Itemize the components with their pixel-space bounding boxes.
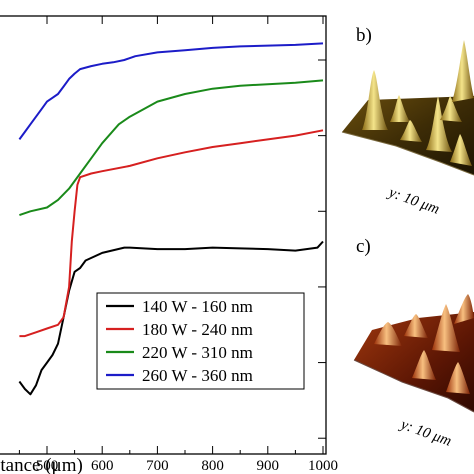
series-lines [18, 42, 324, 396]
x-tick-label: 500 [36, 458, 59, 474]
surface-b-peak [400, 120, 422, 142]
x-tick-label: 900 [257, 458, 280, 474]
legend-label: 140 W - 160 nm [142, 297, 253, 316]
axis-ticks: 500 600 700 800 900 1000 [18, 16, 338, 474]
x-tick-label: 700 [146, 458, 169, 474]
x-tick-label: 1000 [308, 458, 338, 474]
x-axis-title: Distance (μm) [0, 455, 83, 474]
surface-b-front-edge [341, 131, 474, 176]
surface-b-peak [452, 40, 474, 102]
surface-c-peak [446, 362, 470, 394]
series-line [18, 42, 324, 140]
panel-label-b: b) [356, 25, 372, 46]
surface-panel-b: b) y: 10 μm [341, 25, 474, 218]
x-tick-label: 800 [201, 458, 224, 474]
legend-items: 140 W - 160 nm 180 W - 240 nm 220 W - 310 … [106, 297, 253, 385]
surface-panel-c: c) y: 10 μm [353, 236, 474, 450]
series-line [18, 240, 324, 396]
legend-label: 260 W - 360 nm [142, 366, 253, 385]
panel-label-c: c) [356, 236, 371, 257]
surface-c-peak [404, 314, 428, 338]
surface-b-peak [390, 95, 410, 122]
legend-label: 180 W - 240 nm [142, 320, 253, 339]
legend-box [96, 292, 305, 390]
surface-c-axis-label: y: 10 μm [397, 416, 454, 450]
surface-c-peak [432, 304, 460, 352]
surface-b-peak [426, 96, 452, 152]
line-chart-panel: 500 600 700 800 900 1000 140 W - 160 nm 180 W … [0, 15, 338, 474]
surface-b-axis-label: y: 10 μm [385, 184, 442, 218]
series-line [19, 79, 324, 217]
surface-b-peak [450, 134, 472, 166]
surface-b-peak [440, 96, 462, 122]
surface-c-peak [374, 322, 402, 346]
surface-c-front-edge [353, 359, 474, 413]
series-line [19, 129, 324, 338]
plot-frame [0, 15, 327, 455]
legend-label: 220 W - 310 nm [142, 343, 253, 362]
surface-b-peak [362, 70, 388, 130]
surface-c-peak [412, 350, 436, 380]
legend: 140 W - 160 nm 180 W - 240 nm 220 W - 310 … [96, 292, 305, 390]
surface-c-peak [454, 294, 474, 324]
x-tick-label: 600 [91, 458, 114, 474]
